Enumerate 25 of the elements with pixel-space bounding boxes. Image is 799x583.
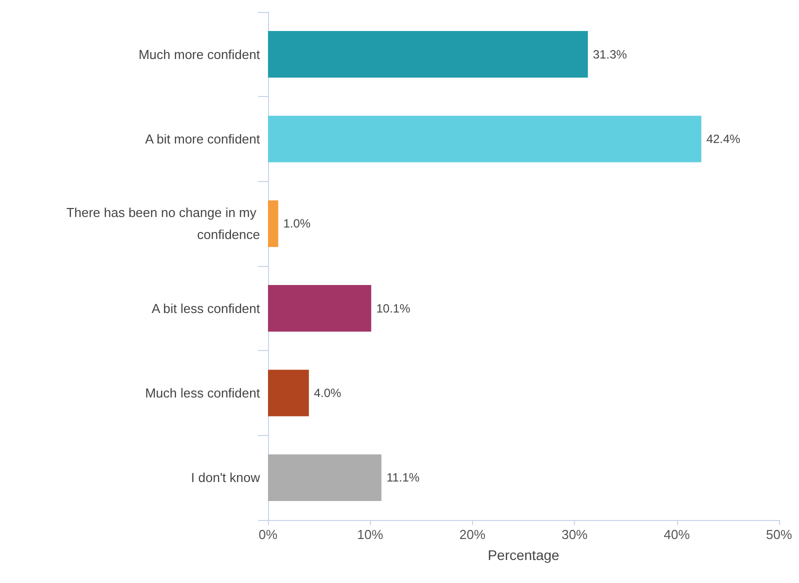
data-label: 10.1% (376, 301, 411, 316)
data-label: 11.1% (386, 470, 420, 485)
bar (268, 285, 372, 332)
bar (268, 454, 382, 501)
y-tick-label: I don't know (191, 470, 261, 486)
data-label: 4.0% (314, 386, 342, 400)
bar (268, 31, 588, 78)
x-tick-label: 20% (459, 527, 486, 542)
x-tick-label: 0% (258, 527, 278, 542)
x-tick-label: 10% (357, 527, 384, 542)
x-tick-label: 40% (664, 527, 690, 542)
bar (268, 116, 702, 162)
y-tick-label: Much more confident (138, 46, 260, 62)
y-tick-label: Much less confident (145, 386, 260, 400)
x-tick-label: 30% (562, 527, 588, 542)
y-tick-label: There has been no change in my confidence (66, 205, 260, 242)
data-label: 42.4% (706, 132, 741, 146)
data-label: 1.0% (283, 216, 311, 231)
y-tick-label: A bit less confident (152, 300, 260, 316)
data-label: 31.3% (592, 47, 628, 62)
bar (268, 200, 278, 247)
y-tick-label: A bit more confident (145, 132, 260, 146)
x-axis-title: Percentage (488, 547, 560, 563)
x-tick-label: 50% (766, 527, 792, 542)
bar (268, 370, 309, 416)
